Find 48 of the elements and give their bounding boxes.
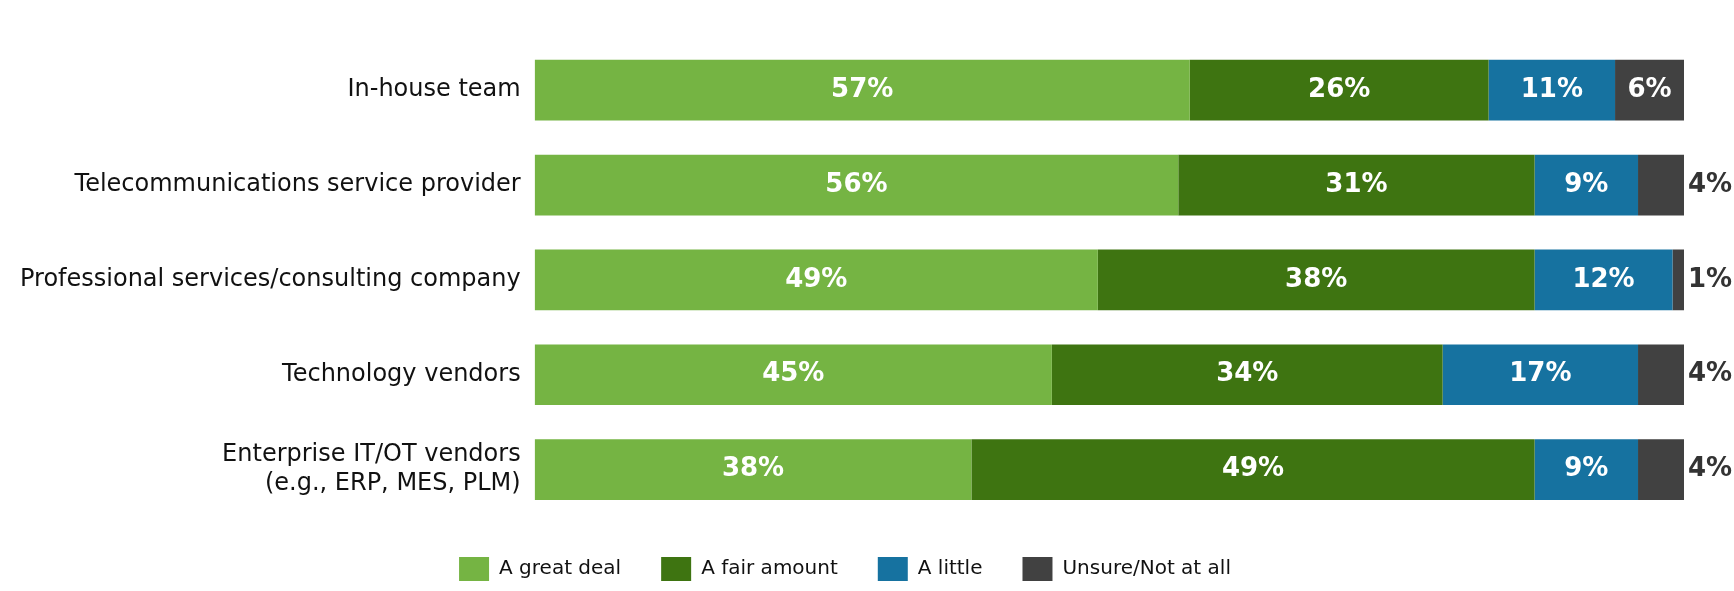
y-tick-label: Professional services/consulting company: [19, 264, 521, 293]
bar: [1097, 249, 1535, 311]
legend-label: A fair amount: [701, 555, 838, 580]
bar: [1534, 439, 1639, 500]
data-label: 56%: [825, 167, 888, 198]
bar: [534, 249, 1098, 311]
data-label: 17%: [1509, 357, 1572, 388]
bar: [971, 439, 1535, 500]
bar: [1442, 344, 1639, 406]
bar: [534, 154, 1179, 216]
bar: [1051, 344, 1443, 406]
bar: [1178, 154, 1535, 216]
data-label: 1%: [1688, 262, 1733, 293]
bar: [534, 344, 1052, 406]
data-label: 9%: [1564, 167, 1609, 198]
data-label: 49%: [1221, 452, 1285, 483]
bar: [1672, 249, 1684, 311]
bar: [1638, 154, 1684, 216]
data-label: 38%: [1285, 262, 1348, 293]
bar: [534, 59, 1190, 121]
y-tick-label: Technology vendors: [281, 358, 521, 387]
y-tick-label: Enterprise IT/OT vendors (e.g., ERP, MES, PLM): [222, 439, 521, 497]
bar: [1189, 59, 1489, 121]
data-label: 4%: [1688, 167, 1733, 198]
data-label: 49%: [785, 262, 848, 293]
data-label: 38%: [721, 452, 785, 483]
bar: [1534, 154, 1639, 216]
legend-label: A little: [917, 555, 983, 580]
bar: [1534, 249, 1673, 311]
y-tick-label: Telecommunications service provider: [73, 169, 521, 198]
y-tick-label: In-house team: [347, 74, 521, 103]
bar: [534, 439, 972, 500]
data-label: 57%: [831, 72, 894, 103]
data-label: 9%: [1564, 452, 1609, 483]
data-label: 6%: [1627, 72, 1672, 103]
legend-label: A great deal: [499, 555, 622, 580]
legend-label: Unsure/Not at all: [1062, 555, 1231, 580]
data-label: 12%: [1572, 262, 1635, 293]
data-label: 45%: [762, 357, 825, 388]
data-label: 26%: [1308, 72, 1371, 103]
data-label: 4%: [1688, 452, 1733, 483]
data-label: 34%: [1216, 357, 1279, 388]
bar: [1488, 59, 1616, 121]
data-label: 11%: [1520, 72, 1583, 103]
data-label: 31%: [1325, 167, 1388, 198]
data-label: 4%: [1688, 357, 1733, 388]
bar: [1638, 344, 1684, 406]
bar: [1638, 439, 1684, 500]
